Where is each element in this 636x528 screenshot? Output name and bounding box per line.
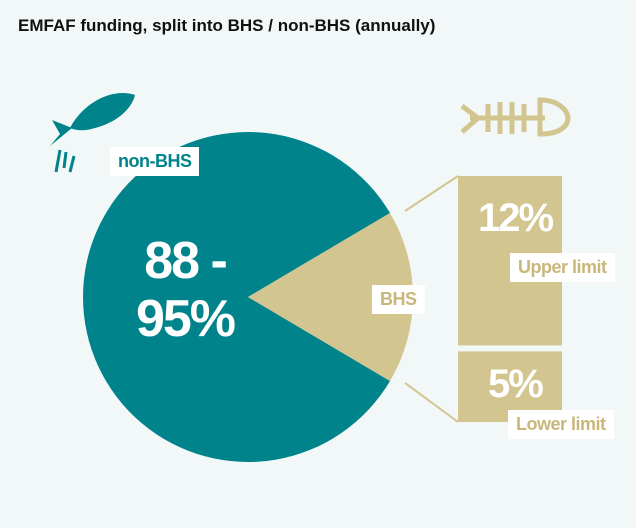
bar-category-label: Lower limit	[508, 410, 614, 439]
connector-line	[404, 175, 459, 212]
fish-icon	[50, 93, 135, 173]
bar-value-label: 5%	[488, 362, 544, 406]
slice-label: non-BHS	[110, 147, 200, 176]
slice-label: BHS	[372, 285, 425, 314]
chart-title: EMFAF funding, split into BHS / non-BHS …	[18, 16, 436, 35]
pie-slice	[248, 213, 413, 381]
bar-value-label: 12%	[478, 196, 554, 240]
fish-skeleton-icon	[460, 97, 571, 137]
bar-category-label: Upper limit	[510, 253, 615, 282]
pie-value-label: 88 - 95%	[135, 232, 236, 348]
pie-slice	[82, 132, 391, 462]
connector-line	[404, 382, 459, 423]
